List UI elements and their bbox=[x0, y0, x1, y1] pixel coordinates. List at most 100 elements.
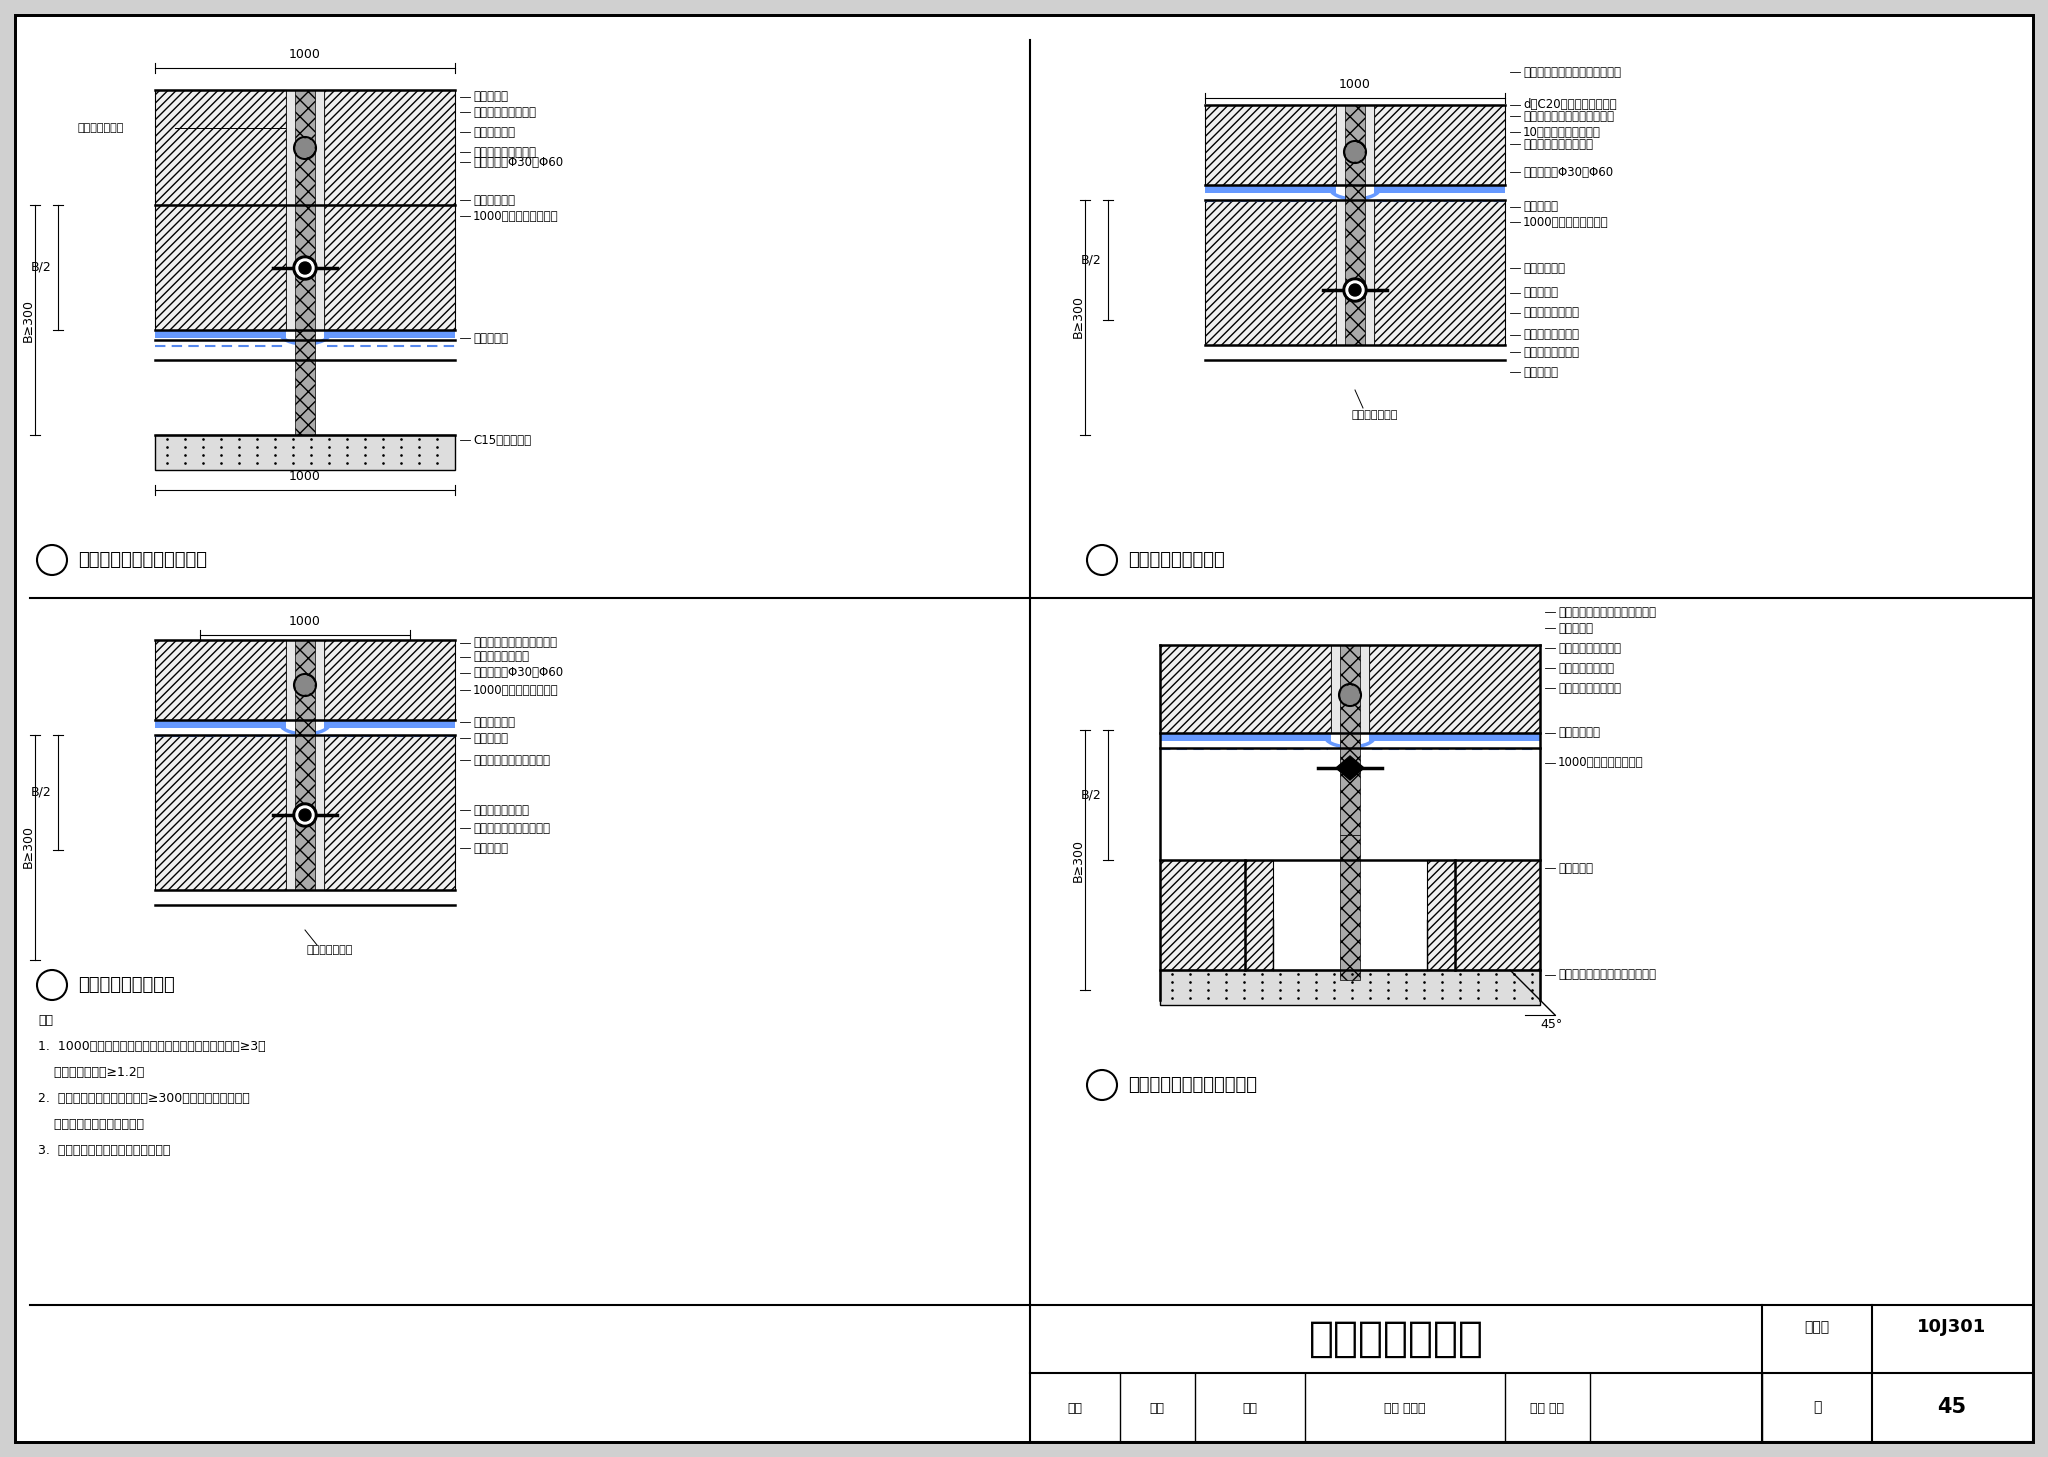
Text: （或见具体工程设计）: （或见具体工程设计） bbox=[1524, 137, 1593, 150]
Bar bbox=[156, 436, 455, 471]
Bar bbox=[1204, 105, 1335, 185]
Text: 求时，进行局部加厚处理。: 求时，进行局部加厚处理。 bbox=[39, 1118, 143, 1131]
Bar bbox=[287, 90, 324, 205]
Text: 聚苯板填缝（上部）: 聚苯板填缝（上部） bbox=[473, 105, 537, 118]
Text: 图集号: 图集号 bbox=[1804, 1320, 1829, 1335]
Bar bbox=[1368, 733, 1540, 742]
Text: 背贴式止水带: 背贴式止水带 bbox=[1559, 727, 1599, 740]
Bar bbox=[1374, 105, 1505, 185]
Text: 中埋式止水带: 中埋式止水带 bbox=[473, 125, 514, 138]
Text: 3.  预留通道口的处理方法同变形缝。: 3. 预留通道口的处理方法同变形缝。 bbox=[39, 1144, 170, 1157]
Bar bbox=[324, 205, 455, 329]
Circle shape bbox=[1087, 1069, 1116, 1100]
Text: 1.  1000宽卷材防水加强层厚度，改性沥青类防水卷材≥3；: 1. 1000宽卷材防水加强层厚度，改性沥青类防水卷材≥3； bbox=[39, 1039, 266, 1052]
Text: B/2: B/2 bbox=[31, 785, 51, 798]
Bar bbox=[1346, 105, 1366, 345]
Bar bbox=[287, 640, 324, 720]
Text: 底板防水层: 底板防水层 bbox=[473, 332, 508, 344]
Text: 中埋式橡胶止水带: 中埋式橡胶止水带 bbox=[1524, 328, 1579, 341]
Text: 3: 3 bbox=[47, 976, 57, 994]
Bar bbox=[1427, 860, 1454, 970]
Bar bbox=[1159, 733, 1331, 742]
Bar bbox=[287, 734, 324, 890]
Text: 顶板变形缝防水构造: 顶板变形缝防水构造 bbox=[1128, 551, 1225, 570]
Bar bbox=[1159, 970, 1540, 1005]
Text: 4: 4 bbox=[1096, 1077, 1108, 1094]
Bar bbox=[1368, 645, 1540, 733]
Text: 45: 45 bbox=[1937, 1397, 1966, 1418]
Text: 中埋式橡胶止水带: 中埋式橡胶止水带 bbox=[473, 803, 528, 816]
Text: 泡沫塑料棒Φ30～Φ60: 泡沫塑料棒Φ30～Φ60 bbox=[473, 666, 563, 679]
Text: 外贴式止水带: 外贴式止水带 bbox=[1524, 261, 1565, 274]
Bar bbox=[1339, 645, 1360, 835]
Bar bbox=[324, 720, 455, 728]
Bar bbox=[1204, 200, 1335, 345]
Bar bbox=[1374, 185, 1505, 192]
Text: 10J301: 10J301 bbox=[1917, 1319, 1987, 1336]
Text: 变形缝聚苯板条（外部）: 变形缝聚苯板条（外部） bbox=[473, 753, 551, 766]
Text: 底板防水层: 底板防水层 bbox=[1559, 861, 1593, 874]
Bar bbox=[295, 90, 315, 440]
Bar bbox=[1339, 835, 1360, 981]
Text: 见具体工程设计: 见具体工程设计 bbox=[78, 122, 125, 133]
Circle shape bbox=[1343, 278, 1366, 302]
Text: 泡沫塑料棒Φ30～Φ60: 泡沫塑料棒Φ30～Φ60 bbox=[1524, 166, 1614, 179]
Circle shape bbox=[1350, 284, 1362, 296]
Text: 泡沫塑料棒Φ30～Φ60: 泡沫塑料棒Φ30～Φ60 bbox=[473, 156, 563, 169]
Bar bbox=[1159, 645, 1331, 733]
Text: B≥300: B≥300 bbox=[20, 826, 35, 868]
Circle shape bbox=[37, 970, 68, 1000]
Text: B/2: B/2 bbox=[1079, 254, 1102, 267]
Text: 混凝土垫层（见具体工程设计）: 混凝土垫层（见具体工程设计） bbox=[1559, 969, 1657, 982]
Text: 覆土或面层（见具体工程设计）: 覆土或面层（见具体工程设计） bbox=[1524, 66, 1622, 79]
Circle shape bbox=[299, 262, 311, 274]
Circle shape bbox=[297, 138, 313, 157]
Circle shape bbox=[297, 259, 313, 277]
Bar bbox=[1331, 645, 1368, 733]
Bar bbox=[1374, 200, 1505, 345]
Circle shape bbox=[293, 803, 317, 828]
Text: （厚度及配筋见具体工程设计: （厚度及配筋见具体工程设计 bbox=[1524, 109, 1614, 122]
Text: 保护墙（见具体工程设计）: 保护墙（见具体工程设计） bbox=[473, 637, 557, 650]
Bar bbox=[1454, 860, 1540, 970]
Text: 图绘: 图绘 bbox=[1243, 1402, 1257, 1415]
Text: B≥300: B≥300 bbox=[1071, 296, 1085, 338]
Circle shape bbox=[1346, 143, 1364, 162]
Text: 10厚低标号砂浆隔离层: 10厚低标号砂浆隔离层 bbox=[1524, 125, 1602, 138]
Bar bbox=[156, 640, 287, 720]
Text: 聚苯板条（内侧）: 聚苯板条（内侧） bbox=[1524, 345, 1579, 358]
Circle shape bbox=[1087, 545, 1116, 576]
Text: 高分子防水卷材≥1.2。: 高分子防水卷材≥1.2。 bbox=[39, 1065, 143, 1078]
Bar bbox=[1030, 1305, 2034, 1442]
Circle shape bbox=[1346, 281, 1364, 299]
Text: 底板变形缝防水构造（二）: 底板变形缝防水构造（二） bbox=[1128, 1077, 1257, 1094]
Text: 1: 1 bbox=[47, 551, 57, 570]
Bar bbox=[1335, 200, 1374, 345]
Bar bbox=[156, 734, 287, 890]
Text: 顶板防水层: 顶板防水层 bbox=[1524, 201, 1559, 214]
Text: 密封膏密封: 密封膏密封 bbox=[473, 731, 508, 745]
Text: 审核: 审核 bbox=[1067, 1402, 1083, 1415]
Text: 聚苯板条（外部）: 聚苯板条（外部） bbox=[1524, 306, 1579, 319]
Bar bbox=[156, 720, 287, 728]
Circle shape bbox=[297, 806, 313, 825]
Text: 1000宽卷材防水加强层: 1000宽卷材防水加强层 bbox=[1559, 756, 1645, 769]
Text: 聚苯板填缝（上部）: 聚苯板填缝（上部） bbox=[1559, 641, 1622, 654]
Text: B/2: B/2 bbox=[31, 261, 51, 274]
Text: 密封膏密封: 密封膏密封 bbox=[1524, 366, 1559, 379]
Text: 外贴式止水带: 外贴式止水带 bbox=[473, 194, 514, 207]
Text: 密封膏密封: 密封膏密封 bbox=[473, 842, 508, 854]
Polygon shape bbox=[1335, 756, 1364, 779]
Bar bbox=[1245, 860, 1274, 970]
Bar bbox=[324, 734, 455, 890]
Bar bbox=[1274, 919, 1427, 970]
Text: 地下室顶板防水层: 地下室顶板防水层 bbox=[473, 650, 528, 663]
Text: 2: 2 bbox=[1096, 551, 1108, 570]
Text: 聚苯板填缝（上部）: 聚苯板填缝（上部） bbox=[1559, 682, 1622, 695]
Circle shape bbox=[293, 256, 317, 280]
Text: 45°: 45° bbox=[1540, 1018, 1563, 1032]
Bar bbox=[324, 329, 455, 338]
Text: 密封膏密封: 密封膏密封 bbox=[1559, 622, 1593, 634]
Text: 密封膏密封: 密封膏密封 bbox=[473, 90, 508, 103]
Text: 2.  中埋式止水带混凝土板厚应≥300，如厚度不能满足要: 2. 中埋式止水带混凝土板厚应≥300，如厚度不能满足要 bbox=[39, 1091, 250, 1104]
